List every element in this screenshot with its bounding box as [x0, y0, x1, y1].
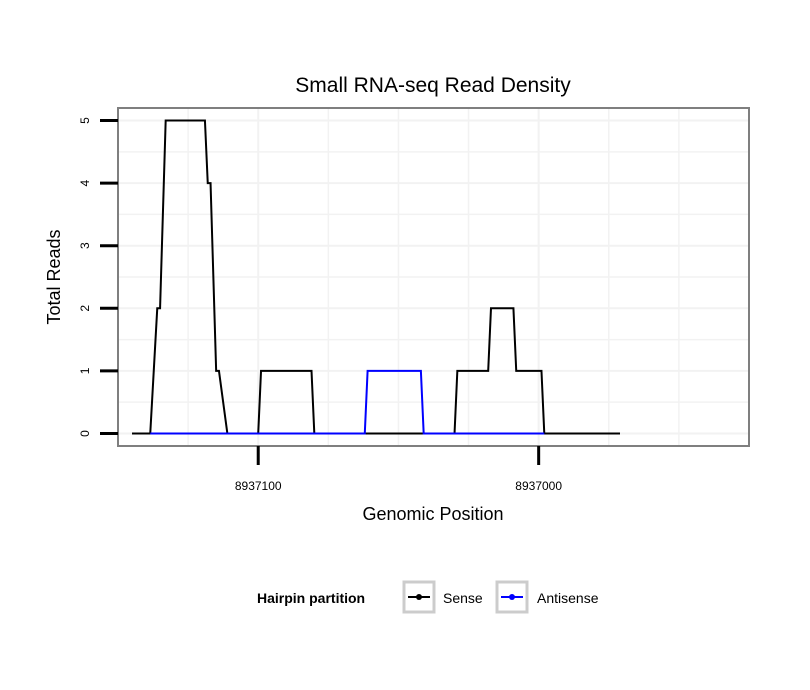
x-tick-label: 8937000 — [515, 479, 562, 493]
x-axis-title: Genomic Position — [362, 504, 503, 524]
y-tick-label: 2 — [78, 305, 92, 312]
x-axis: 8937100 8937000 — [235, 446, 562, 493]
legend: Hairpin partition Sense Antisense — [257, 580, 599, 614]
y-axis: 0 1 2 3 4 5 — [78, 117, 118, 437]
y-tick-label: 1 — [78, 367, 92, 374]
legend-dot-sense — [416, 594, 422, 600]
series-line-sense — [132, 119, 620, 435]
y-axis-title: Total Reads — [44, 229, 64, 324]
legend-label-sense: Sense — [443, 590, 483, 606]
y-tick-label: 3 — [78, 242, 92, 249]
grid — [117, 108, 749, 446]
chart-title: Small RNA-seq Read Density — [295, 74, 571, 97]
y-tick-label: 4 — [78, 179, 92, 186]
legend-label-antisense: Antisense — [537, 590, 599, 606]
legend-dot-antisense — [509, 594, 515, 600]
series-line-antisense — [150, 369, 545, 435]
series-layer — [132, 119, 620, 435]
plot-border — [117, 107, 750, 447]
y-tick-label: 5 — [78, 117, 92, 124]
legend-title: Hairpin partition — [257, 590, 365, 606]
x-tick-label: 8937100 — [235, 479, 282, 493]
y-tick-label: 0 — [78, 430, 92, 437]
